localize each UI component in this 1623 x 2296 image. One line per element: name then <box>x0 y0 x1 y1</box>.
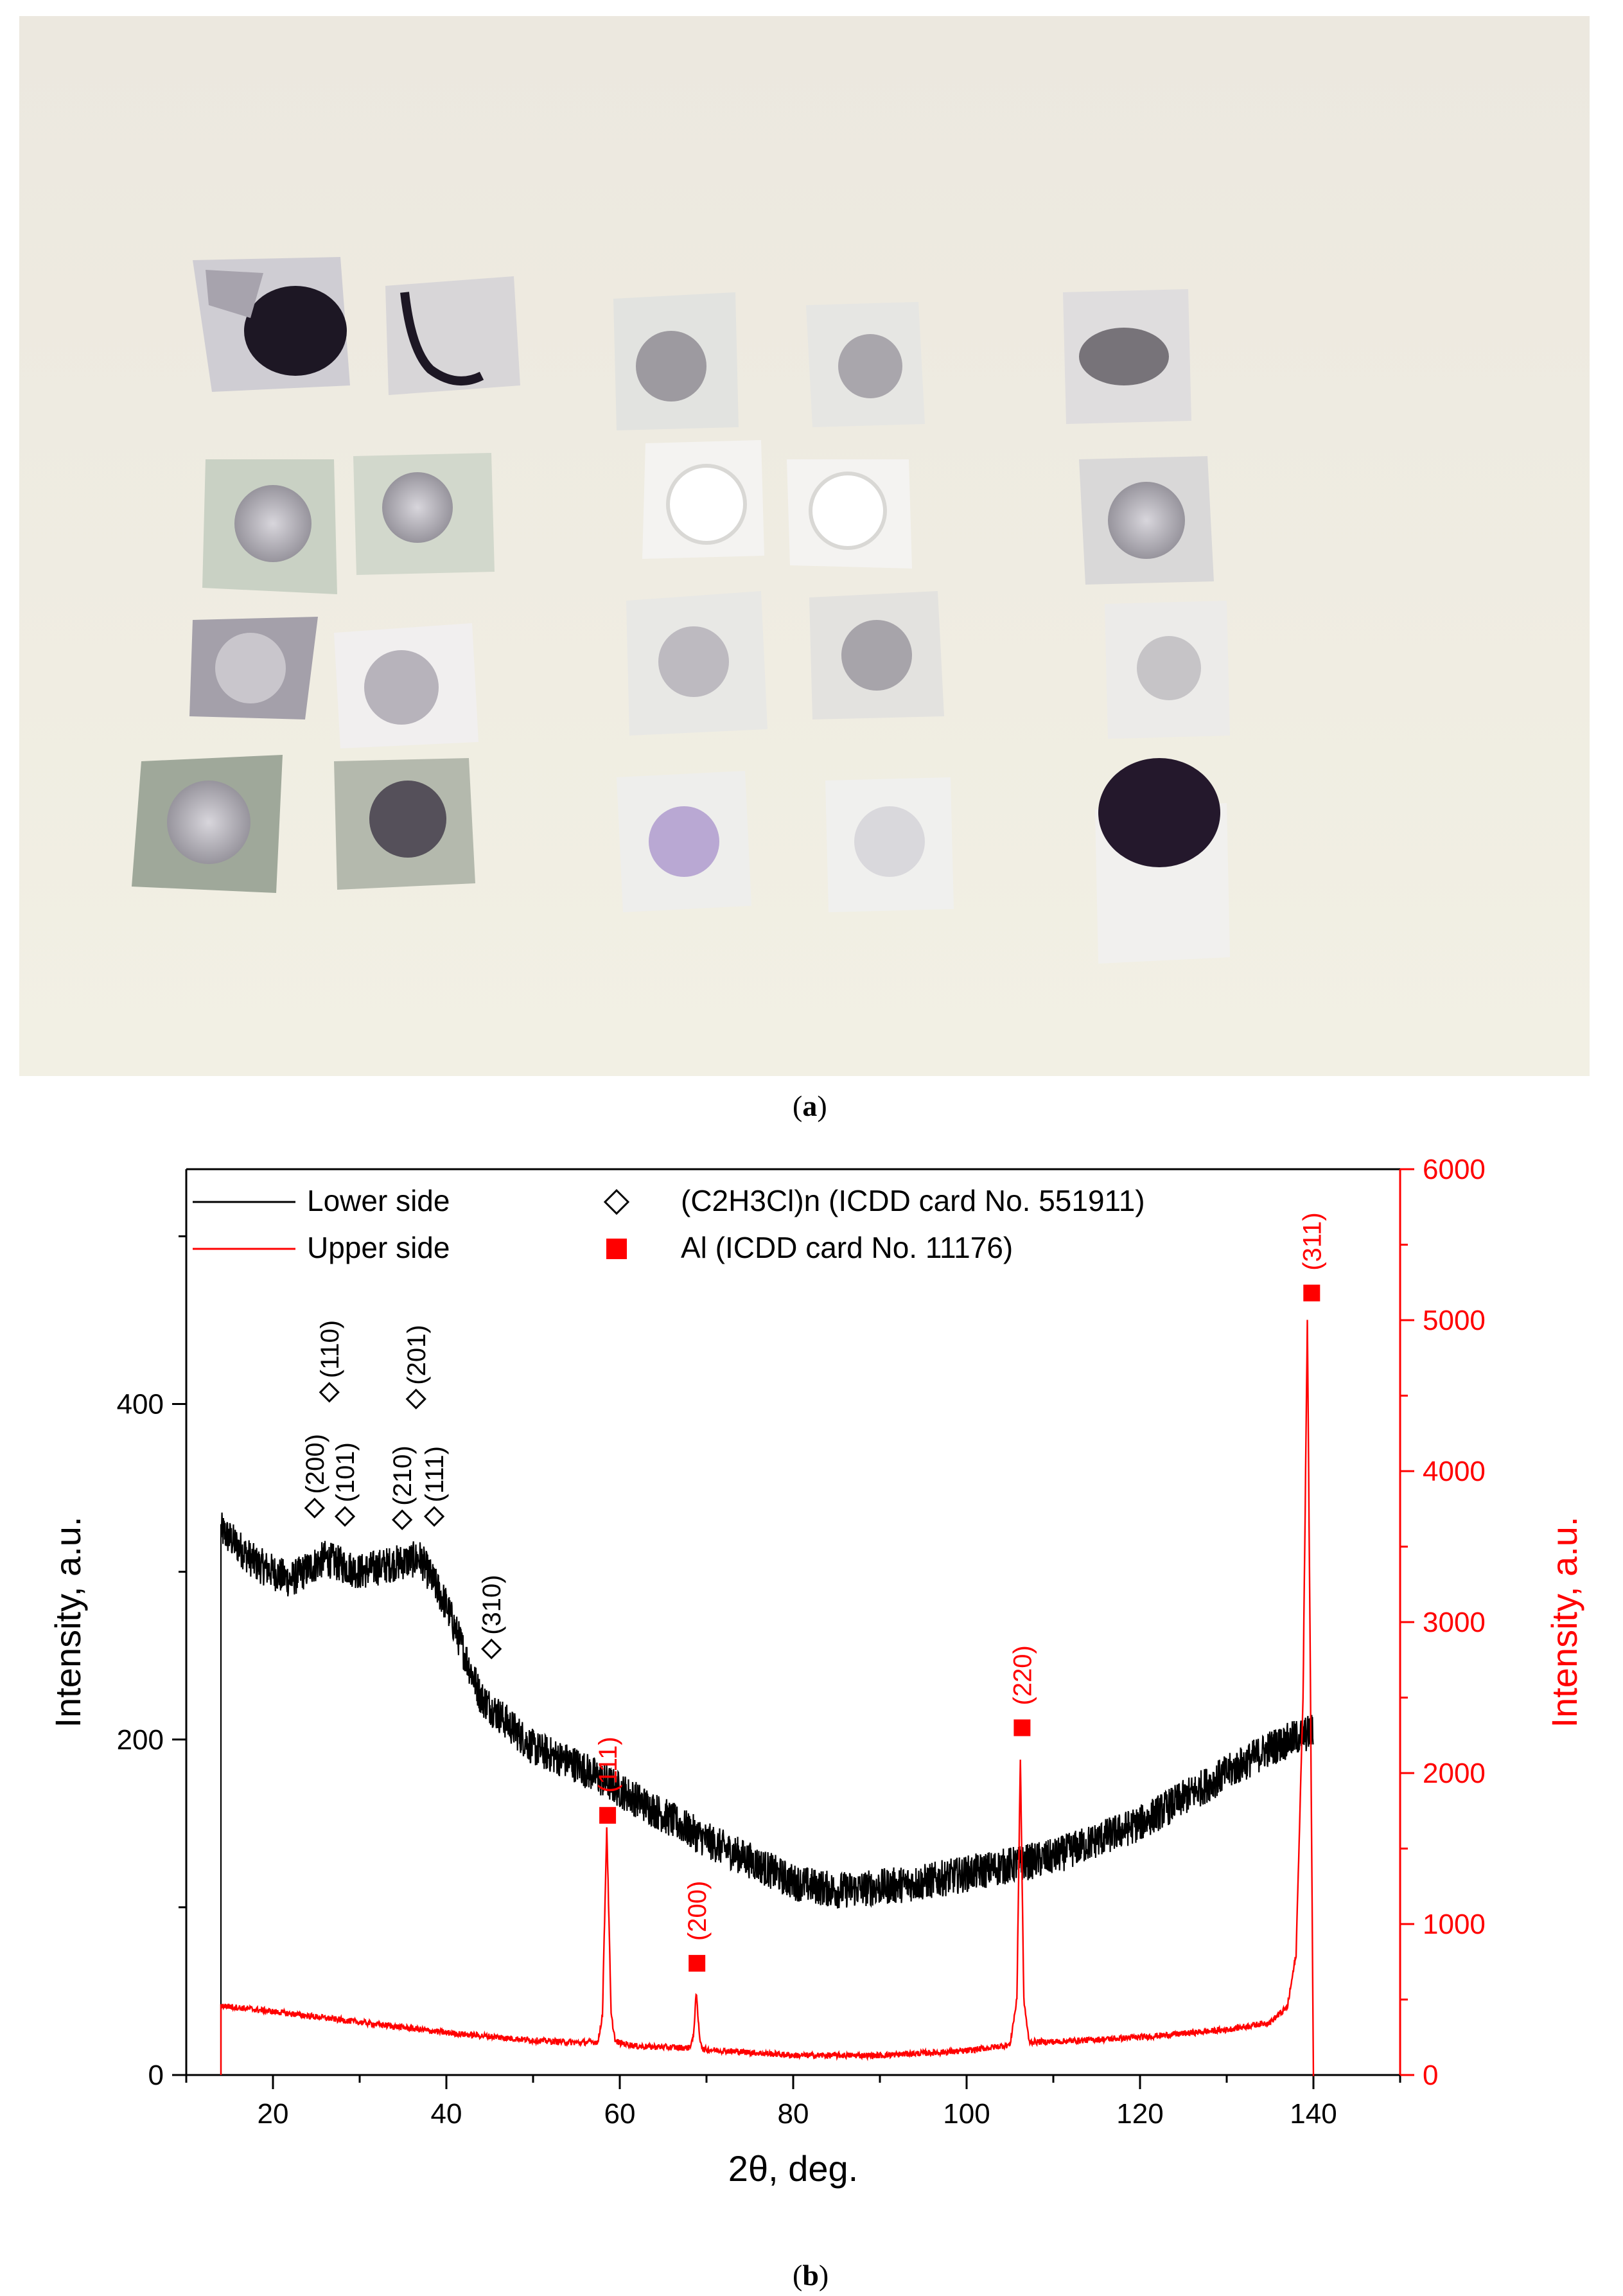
diamond-label: (210) <box>389 1445 417 1505</box>
panel-a-caption: (a) <box>793 1089 827 1123</box>
caption-letter: a <box>802 1090 818 1122</box>
legend-diamond-marker <box>603 1188 630 1215</box>
caption-paren-close: ) <box>817 1090 827 1122</box>
chart-annotations: (200) (110) (101) (210) (201) (111) (310) (111)… <box>301 1212 1326 1972</box>
chart-axes: 20 40 60 80 100 120 14002004000100020003000400… <box>48 1154 1584 2189</box>
foil-piece <box>806 302 925 427</box>
x-tick-label: 140 <box>1290 2098 1337 2130</box>
x-tick-label: 120 <box>1116 2098 1163 2130</box>
diamond-marker <box>423 1506 445 1527</box>
xrd-chart: 20 40 60 80 100 120 14002004000100020003000400… <box>48 1154 1584 2189</box>
legend-square-marker <box>606 1239 627 1259</box>
diamond-marker <box>481 1638 502 1659</box>
y-left-tick-label: 200 <box>117 1724 164 1756</box>
y-left-axis-label: Intensity, a.u. <box>48 1517 88 1728</box>
foil-piece <box>626 591 768 736</box>
foil-piece <box>809 591 944 720</box>
foil-piece <box>385 276 520 395</box>
foil-piece <box>613 292 739 430</box>
legend-label: Al (ICDD card No. 11176) <box>681 1231 1013 1264</box>
y-right-axis-label: Intensity, a.u. <box>1544 1517 1584 1728</box>
x-axis-label: 2θ, deg. <box>728 2148 858 2189</box>
square-marker <box>1303 1284 1320 1302</box>
chart-series <box>220 1320 1315 2076</box>
square-label: (220) <box>1008 1645 1037 1705</box>
foil-piece <box>1063 289 1191 424</box>
foil-piece <box>1079 456 1214 585</box>
diamond-label: (111) <box>421 1446 449 1502</box>
y-right-tick-label: 5000 <box>1423 1305 1486 1336</box>
foil-piece <box>334 758 475 890</box>
y-right-tick-label: 0 <box>1423 2060 1438 2091</box>
y-right-tick-label: 4000 <box>1423 1456 1486 1487</box>
x-tick-label: 20 <box>258 2098 289 2130</box>
square-marker <box>689 1955 706 1972</box>
foil-piece <box>617 771 751 912</box>
foil-piece <box>1105 601 1230 739</box>
x-tick-label: 80 <box>778 2098 809 2130</box>
y-left-tick-label: 0 <box>148 2060 164 2091</box>
diamond-marker <box>392 1509 413 1530</box>
x-tick-label: 100 <box>943 2098 990 2130</box>
panel-b-caption: (b) <box>793 2258 829 2292</box>
x-tick-label: 40 <box>431 2098 462 2130</box>
y-right-tick-label: 6000 <box>1423 1154 1486 1185</box>
y-left-tick-label: 400 <box>117 1389 164 1420</box>
foil-piece <box>825 777 954 912</box>
square-label: (200) <box>683 1881 712 1941</box>
foil-piece <box>132 755 283 893</box>
legend-label: (C2H3Cl)n (ICDD card No. 551911) <box>681 1184 1145 1217</box>
foil-piece <box>189 617 318 720</box>
foil-piece <box>193 257 350 392</box>
foil-piece <box>334 623 478 748</box>
foil-piece <box>1095 758 1230 964</box>
diamond-marker <box>334 1506 356 1527</box>
series-line-lower-side <box>220 1512 1314 2075</box>
diamond-marker <box>304 1497 325 1519</box>
legend-label: Lower side <box>307 1184 450 1217</box>
diamond-label: (201) <box>403 1325 431 1384</box>
foil-piece <box>787 459 912 569</box>
caption-paren-open: ( <box>793 2259 803 2292</box>
chart-legend: Lower side Upper side (C2H3Cl)n (ICDD card… <box>193 1184 1145 1264</box>
y-right-tick-label: 3000 <box>1423 1607 1486 1638</box>
series-line-upper-side <box>220 1320 1315 2076</box>
foil-piece <box>642 440 764 559</box>
y-right-tick-label: 1000 <box>1423 1909 1486 1940</box>
diamond-label: (200) <box>301 1434 329 1494</box>
square-label: (311) <box>1298 1212 1326 1270</box>
caption-letter: b <box>802 2259 819 2292</box>
square-marker <box>1013 1719 1031 1736</box>
y-right-tick-label: 2000 <box>1423 1758 1486 1789</box>
legend-label: Upper side <box>307 1231 450 1264</box>
square-label: (111) <box>594 1736 622 1792</box>
caption-paren-open: ( <box>793 1090 803 1122</box>
blister-photo <box>19 16 1590 1076</box>
diamond-marker <box>405 1388 426 1409</box>
diamond-label: (110) <box>316 1320 344 1378</box>
foil-piece <box>353 453 495 575</box>
diamond-label: (310) <box>478 1575 506 1634</box>
square-marker <box>599 1806 617 1824</box>
x-tick-label: 60 <box>604 2098 636 2130</box>
caption-paren-close: ) <box>818 2259 829 2292</box>
diamond-marker <box>319 1382 340 1403</box>
foil-piece <box>202 459 337 594</box>
diamond-label: (101) <box>331 1442 360 1502</box>
